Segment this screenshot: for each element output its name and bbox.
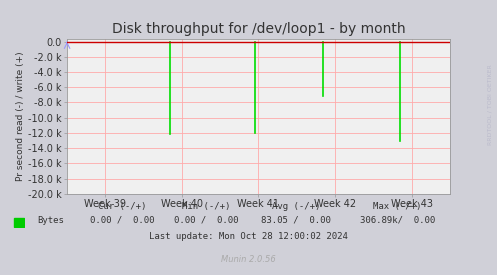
Text: 83.05 /  0.00: 83.05 / 0.00	[261, 216, 331, 225]
Text: 0.00 /  0.00: 0.00 / 0.00	[174, 216, 239, 225]
Text: Munin 2.0.56: Munin 2.0.56	[221, 255, 276, 264]
Text: Bytes: Bytes	[37, 216, 64, 225]
Text: Cur (-/+): Cur (-/+)	[97, 202, 146, 211]
Bar	[14, 218, 24, 227]
Text: 0.00 /  0.00: 0.00 / 0.00	[89, 216, 154, 225]
Text: Avg (-/+): Avg (-/+)	[271, 202, 320, 211]
Y-axis label: Pr second read (-) / write (+): Pr second read (-) / write (+)	[16, 51, 25, 181]
Text: Min (-/+): Min (-/+)	[182, 202, 231, 211]
Text: RRDTOOL / TOBI OETIKER: RRDTOOL / TOBI OETIKER	[487, 64, 492, 145]
Text: Max (-/+): Max (-/+)	[373, 202, 422, 211]
Title: Disk throughput for /dev/loop1 - by month: Disk throughput for /dev/loop1 - by mont…	[112, 22, 405, 36]
Text: 306.89k/  0.00: 306.89k/ 0.00	[360, 216, 435, 225]
Text: Last update: Mon Oct 28 12:00:02 2024: Last update: Mon Oct 28 12:00:02 2024	[149, 232, 348, 241]
